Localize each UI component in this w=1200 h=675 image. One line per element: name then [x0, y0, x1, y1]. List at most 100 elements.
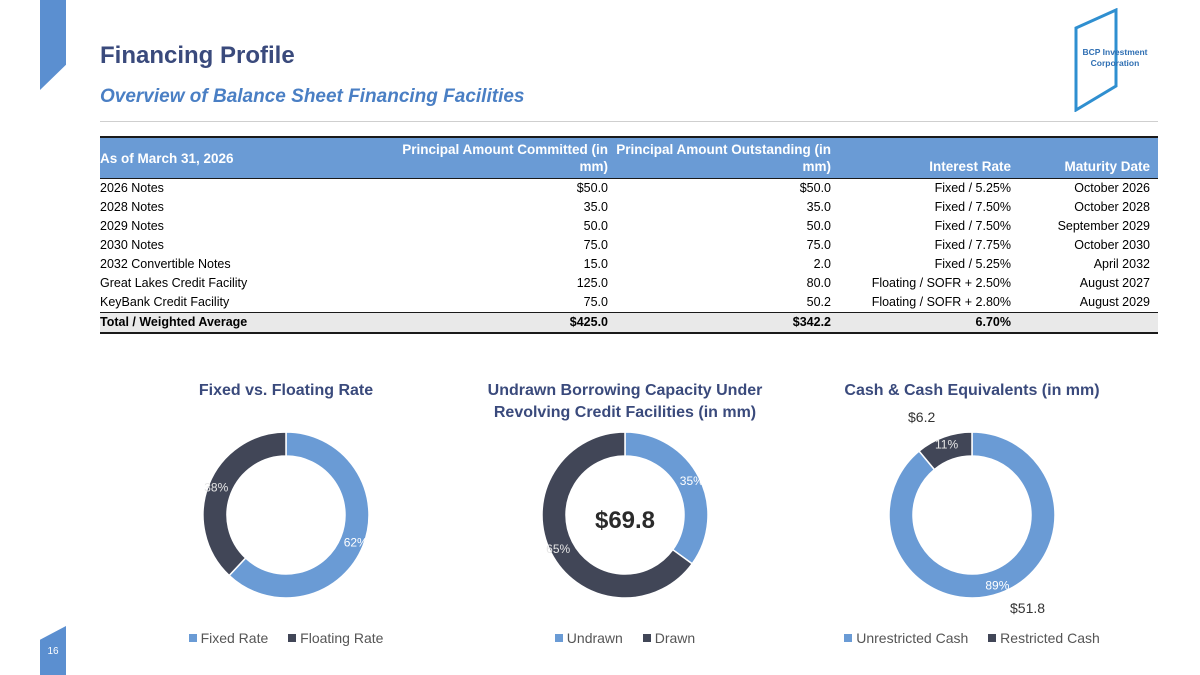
restricted-cash-amount: $6.2 [908, 409, 936, 425]
header-outstanding: Principal Amount Outstanding (in mm) [616, 136, 839, 179]
table-cell: 2026 Notes [100, 181, 164, 195]
table-cell: 15.0 [583, 257, 608, 271]
chart-legend: Fixed Rate Floating Rate [116, 630, 456, 646]
chart-title: Fixed vs. Floating Rate [198, 382, 374, 399]
table-header-row: As of March 31, 2026 Principal Amount Co… [100, 136, 1158, 179]
logo-line-2: Corporation [1090, 58, 1140, 68]
chart-fixed-floating: Fixed vs. Floating Rate 62% 38% Fixed Rat… [116, 380, 456, 660]
table-cell: 125.0 [576, 276, 608, 290]
header-committed: Principal Amount Committed (in mm) [398, 136, 616, 179]
table-cell: 35.0 [583, 200, 608, 214]
table-cell: Fixed / 7.50% [934, 219, 1011, 233]
legend-item: Unrestricted Cash [844, 630, 968, 646]
slice-label: 65% [546, 542, 570, 556]
table-cell [1019, 312, 1158, 334]
table-cell: Floating / SOFR + 2.50% [871, 276, 1011, 290]
center-value: $69.8 [594, 507, 656, 534]
legend-swatch-dark [642, 634, 651, 642]
table-cell: Fixed / 7.75% [934, 238, 1011, 252]
legend-item: Fixed Rate [188, 630, 268, 646]
slice-unrestricted-cash [888, 431, 1056, 599]
table-row: 2029 Notes 50.0 50.0 Fixed / 7.50% September… [100, 217, 1158, 236]
table-cell: $425.0 [398, 312, 616, 334]
slice-label: 38% [204, 480, 228, 494]
table-cell: 2.0 [813, 257, 831, 271]
table-cell: 35.0 [806, 200, 831, 214]
table-cell: Total / Weighted Average [100, 312, 398, 334]
slice-floating-rate [202, 431, 287, 577]
table-cell: 75.0 [806, 238, 831, 252]
page-title: Financing Profile [100, 42, 295, 69]
table-cell: 80.0 [806, 276, 831, 290]
accent-bar-top [40, 0, 66, 90]
table-cell: Fixed / 7.50% [934, 200, 1011, 214]
table-row: 2026 Notes $50.0 $50.0 Fixed / 5.25% October… [100, 179, 1158, 199]
table-cell: August 2029 [1079, 295, 1150, 309]
legend-item: Restricted Cash [988, 630, 1100, 646]
legend-swatch-dark [988, 634, 997, 642]
legend-item: Undrawn [554, 630, 623, 646]
slice-label: 11% [935, 437, 958, 451]
chart-undrawn-capacity: Undrawn Borrowing Capacity Under Revolvi… [455, 380, 795, 660]
chart-cash: Cash & Cash Equivalents (in mm) 89% 11% $… [802, 380, 1142, 660]
table-cell: October 2028 [1074, 200, 1150, 214]
legend-swatch-light [554, 634, 563, 642]
legend-label: Floating Rate [300, 630, 384, 646]
chart-title-line-1: Undrawn Borrowing Capacity Under [487, 382, 763, 399]
table-cell: $50.0 [576, 181, 608, 195]
company-logo-text: BCP Investment Corporation [1072, 47, 1158, 69]
page-subtitle: Overview of Balance Sheet Financing Faci… [100, 86, 525, 107]
header-as-of: As of March 31, 2026 [100, 136, 398, 179]
legend-label: Undrawn [566, 630, 623, 646]
donut-chart-cash: 89% 11% [888, 431, 1056, 599]
donut-chart-fixed-floating: 62% 38% [202, 431, 370, 599]
table-cell: April 2032 [1093, 257, 1150, 271]
table-cell: 50.2 [806, 295, 831, 309]
legend-swatch-dark [288, 634, 297, 642]
table-cell: Great Lakes Credit Facility [100, 276, 248, 290]
table-cell: 2032 Convertible Notes [100, 257, 231, 271]
chart-title-line-2: Revolving Credit Facilities (in mm) [493, 404, 757, 421]
header-interest-rate: Interest Rate [839, 136, 1019, 179]
logo-line-1: BCP Investment [1082, 47, 1148, 57]
table-cell: August 2027 [1079, 276, 1150, 290]
chart-title: Undrawn Borrowing Capacity Under Revolvi… [455, 380, 795, 424]
table-cell: 6.70% [839, 312, 1019, 334]
table-cell: $342.2 [616, 312, 839, 334]
legend-swatch-light [844, 634, 853, 642]
legend-swatch-light [188, 634, 197, 642]
header-maturity: Maturity Date [1019, 136, 1158, 179]
table-cell: 2030 Notes [100, 238, 164, 252]
legend-label: Drawn [654, 630, 696, 646]
table-cell: 2029 Notes [100, 219, 164, 233]
table-cell: October 2030 [1074, 238, 1150, 252]
slice-restricted-cash [918, 431, 973, 471]
legend-item: Floating Rate [288, 630, 383, 646]
donut-chart-undrawn: 35% 65% [541, 431, 709, 599]
table-cell: KeyBank Credit Facility [100, 295, 230, 309]
legend-label: Unrestricted Cash [856, 630, 969, 646]
slice-label: 89% [985, 579, 1009, 593]
table-row: 2032 Convertible Notes 15.0 2.0 Fixed / 5.2… [100, 255, 1158, 274]
unrestricted-cash-amount: $51.8 [1010, 600, 1046, 616]
table-row: 2030 Notes 75.0 75.0 Fixed / 7.75% October 2… [100, 236, 1158, 255]
slice-label: 35% [680, 474, 704, 488]
total-row: Total / Weighted Average $425.0 $342.2 6.70… [100, 312, 1158, 334]
table-cell: October 2026 [1074, 181, 1150, 195]
chart-title: Cash & Cash Equivalents (in mm) [844, 382, 1100, 399]
table-cell: $50.0 [799, 181, 831, 195]
legend-label: Restricted Cash [1000, 630, 1100, 646]
chart-legend: Undrawn Drawn [455, 630, 795, 646]
slice-label: 62% [344, 536, 368, 550]
table-cell: 50.0 [583, 219, 608, 233]
legend-item: Drawn [642, 630, 696, 646]
table-row: 2028 Notes 35.0 35.0 Fixed / 7.50% October 2… [100, 198, 1158, 217]
table-cell: 2028 Notes [100, 200, 164, 214]
slice-fixed-rate [228, 431, 370, 599]
table-cell: 75.0 [583, 295, 608, 309]
table-cell: Fixed / 5.25% [934, 181, 1011, 195]
slice-drawn [541, 431, 694, 599]
table-cell: Fixed / 5.25% [934, 257, 1011, 271]
table-row: Great Lakes Credit Facility 125.0 80.0 Floa… [100, 274, 1158, 293]
table-cell: 50.0 [806, 219, 831, 233]
